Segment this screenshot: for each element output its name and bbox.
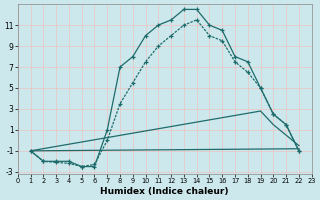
X-axis label: Humidex (Indice chaleur): Humidex (Indice chaleur) [100, 187, 229, 196]
